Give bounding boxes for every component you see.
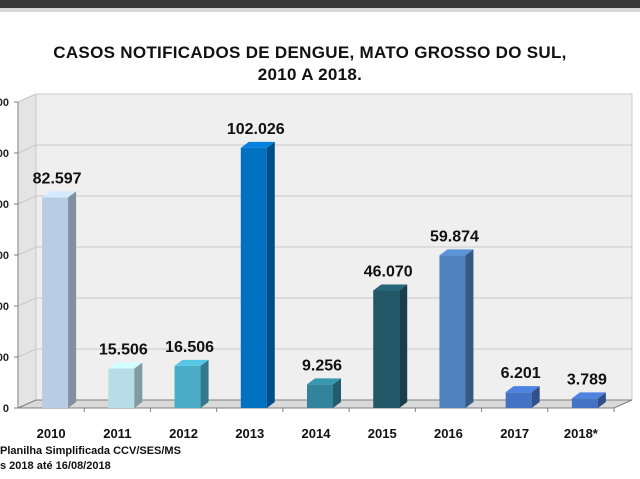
bar-side — [465, 249, 474, 408]
chart-bars — [42, 141, 606, 409]
bar — [373, 284, 408, 408]
gridline — [17, 195, 632, 205]
bar — [439, 249, 474, 408]
y-tick-label: 00 — [0, 301, 9, 313]
gridline — [17, 144, 632, 154]
gridline — [17, 246, 632, 256]
bar-data-label: 9.256 — [302, 357, 342, 374]
window-top-divider — [0, 8, 640, 12]
bar-data-label: 15.506 — [99, 341, 148, 358]
window-top-band — [0, 0, 640, 8]
chart-y-tick-labels: 0000000000000 — [0, 97, 9, 415]
bar-top — [307, 378, 341, 385]
chart-data-labels: 82.597 15.506 16.506 102.026 9.256 46.070 59.8… — [33, 121, 607, 389]
y-tick-label: 0 — [3, 403, 9, 415]
x-tick-label: 2012 — [169, 426, 198, 441]
bar-front — [42, 197, 69, 408]
bar-front — [373, 290, 400, 408]
gridline — [17, 348, 632, 358]
x-tick-label: 2013 — [235, 426, 264, 441]
bar-data-label: 102.026 — [227, 121, 285, 138]
y-tick-label: 00 — [0, 352, 9, 364]
bar-front — [571, 398, 598, 408]
bar-side — [68, 191, 77, 408]
bar-side — [597, 392, 606, 408]
y-tick-label: 00 — [0, 199, 9, 211]
bar-side — [333, 378, 341, 408]
gridline — [17, 297, 632, 307]
chart-title-line2: 2010 A 2018. — [257, 65, 363, 84]
x-tick-label: 2011 — [103, 426, 131, 441]
chart-x-tick-labels: 2010 2011 2012 2013 2014 2015 2016 2017 2018* — [37, 408, 615, 441]
bar — [42, 191, 77, 408]
y-tick-label: 00 — [0, 97, 9, 109]
bar — [505, 386, 540, 408]
bar — [240, 141, 275, 409]
bar — [307, 378, 341, 408]
bar-side — [200, 359, 209, 408]
bar-top — [505, 386, 540, 393]
bar-front — [108, 368, 135, 408]
bar-side — [531, 386, 540, 408]
bar-top — [571, 392, 606, 399]
gridline — [17, 93, 632, 103]
x-tick-label: 2010 — [37, 426, 66, 441]
bar — [571, 392, 606, 408]
bar-side — [399, 284, 408, 408]
bar-top — [240, 141, 275, 148]
bar-front — [307, 384, 333, 408]
bar-data-label: 16.506 — [165, 339, 214, 356]
footnote-date: s 2018 até 16/08/2018 — [0, 460, 111, 472]
bar-data-label: 6.201 — [501, 365, 541, 382]
chart-title: CASOS NOTIFICADOS DE DENGUE, MATO GROSSO… — [0, 42, 620, 86]
x-tick-label: 2015 — [368, 426, 397, 441]
bar-side — [266, 141, 275, 409]
bar-front — [505, 392, 532, 408]
bar-top — [373, 284, 408, 291]
bar-top — [42, 191, 77, 198]
bar-data-label: 46.070 — [364, 264, 413, 281]
bar — [108, 362, 143, 408]
chart-title-line1: CASOS NOTIFICADOS DE DENGUE, MATO GROSSO… — [53, 43, 567, 62]
bar-front — [174, 365, 201, 408]
bar-top — [439, 249, 474, 256]
bar-top — [174, 359, 209, 366]
bar — [174, 359, 209, 408]
y-tick-label: 00 — [0, 250, 9, 262]
x-tick-label: 2014 — [302, 426, 332, 441]
footnote-source: Planilha Simplificada CCV/SES/MS — [0, 445, 181, 457]
bar-data-label: 59.874 — [430, 228, 479, 245]
y-tick-label: 00 — [0, 148, 9, 160]
bar-data-label: 82.597 — [33, 170, 82, 187]
x-tick-label: 2016 — [434, 426, 463, 441]
bar-data-label: 3.789 — [567, 371, 607, 388]
x-tick-label: 2018* — [564, 426, 599, 441]
bar-front — [240, 147, 267, 409]
bar-side — [134, 362, 143, 408]
bar-top — [108, 362, 143, 369]
bar-front — [439, 255, 466, 408]
x-tick-label: 2017 — [500, 426, 529, 441]
